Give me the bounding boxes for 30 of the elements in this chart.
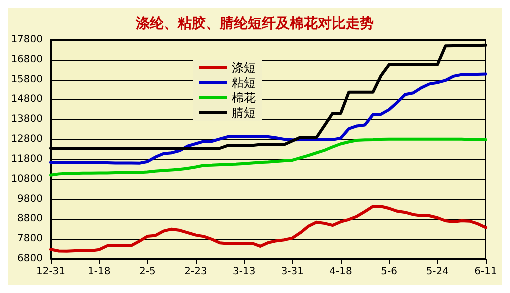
line-series <box>50 205 488 253</box>
y-tick-label: 9800 <box>18 194 43 205</box>
legend-label: 粘短 <box>232 76 256 90</box>
y-tick-label: 11800 <box>11 154 43 165</box>
y-tick-label: 15800 <box>11 74 43 86</box>
x-tick-label: 12-31 <box>36 266 66 278</box>
y-tick-label: 16800 <box>11 54 43 66</box>
y-tick-label: 13800 <box>11 114 43 126</box>
y-tick-label: 8800 <box>18 214 43 225</box>
x-tick-label: 5-6 <box>381 266 398 278</box>
x-tick-label: 2-5 <box>139 266 156 278</box>
legend-label: 腈短 <box>232 106 256 120</box>
y-tick-label: 10800 <box>11 174 43 185</box>
x-tick-label: 6-11 <box>474 266 498 278</box>
y-tick-label: 7800 <box>18 234 43 245</box>
line-series <box>50 72 488 165</box>
x-tick-label: 1-18 <box>88 266 111 278</box>
y-tick-label: 12800 <box>11 134 43 146</box>
legend-label: 棉花 <box>232 91 256 105</box>
x-tick-label: 2-23 <box>184 266 208 278</box>
y-tick-label: 14800 <box>11 94 43 106</box>
y-tick-label: 6800 <box>18 254 43 264</box>
legend-label: 涤短 <box>232 61 256 75</box>
x-tick-label: 3-31 <box>281 266 304 278</box>
x-tick-label: 4-18 <box>330 266 352 278</box>
chart-title: 涤纶、粘胶、腈纶短纤及棉花对比走势 <box>135 15 374 32</box>
line-series <box>50 138 488 177</box>
y-tick-label: 17800 <box>11 34 43 46</box>
x-tick-label: 3-13 <box>232 266 256 278</box>
x-tick-label: 5-24 <box>426 266 450 278</box>
